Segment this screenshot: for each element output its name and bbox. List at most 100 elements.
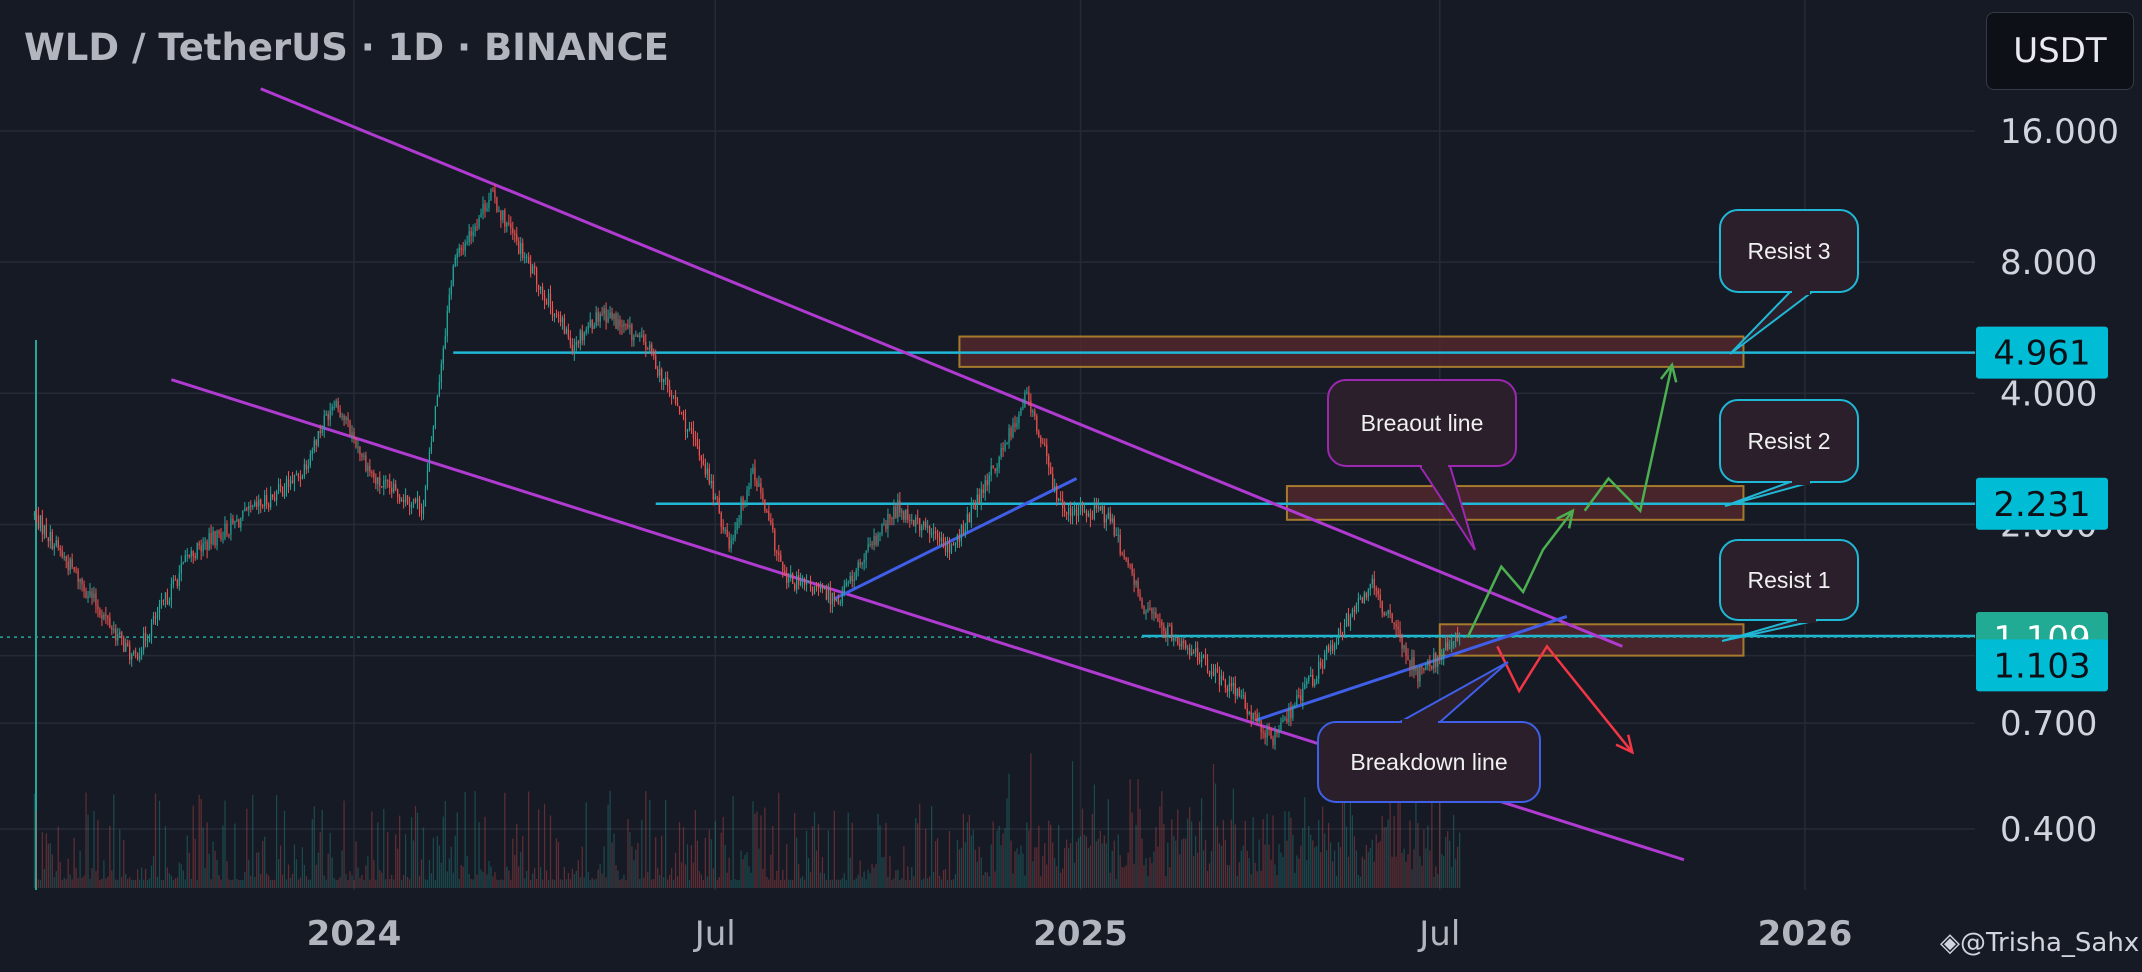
candle-body bbox=[250, 505, 252, 507]
candle-body bbox=[927, 526, 929, 528]
candle-body bbox=[1079, 504, 1082, 508]
candle-body bbox=[946, 541, 949, 553]
candle-body bbox=[714, 496, 716, 500]
candle-body bbox=[974, 503, 976, 510]
candle-body bbox=[395, 483, 397, 490]
volume-bar bbox=[37, 879, 40, 888]
volume-bar bbox=[1000, 845, 1002, 888]
volume-bar bbox=[83, 875, 85, 888]
volume-bar bbox=[1079, 836, 1082, 888]
volume-bar bbox=[901, 878, 903, 888]
volume-bar bbox=[1218, 843, 1221, 888]
candle-body bbox=[1306, 680, 1308, 685]
candle-body bbox=[1355, 604, 1358, 612]
candle-body bbox=[264, 495, 266, 507]
candle-body bbox=[833, 592, 835, 602]
volume-bar bbox=[668, 874, 671, 888]
candle-body bbox=[722, 526, 724, 530]
volume-bar bbox=[647, 871, 649, 888]
candle-body bbox=[454, 257, 456, 267]
volume-bar bbox=[297, 879, 300, 888]
volume-bar bbox=[956, 839, 959, 888]
volume-bars bbox=[33, 753, 1461, 888]
volume-bar bbox=[1353, 836, 1356, 888]
volume-bar bbox=[295, 859, 298, 888]
support-trendline bbox=[833, 477, 1078, 601]
candle-body bbox=[929, 526, 931, 535]
volume-bar bbox=[1383, 827, 1385, 888]
candle-body bbox=[1377, 590, 1379, 595]
volume-bar bbox=[1425, 848, 1427, 888]
candle-body bbox=[262, 505, 264, 507]
volume-bar bbox=[577, 860, 579, 888]
volume-bar bbox=[117, 879, 119, 888]
candle-body bbox=[680, 411, 683, 413]
candle-body bbox=[526, 256, 528, 258]
candle-body bbox=[829, 588, 832, 605]
volume-bar bbox=[1121, 867, 1123, 888]
candle-body bbox=[1445, 642, 1447, 651]
candle-body bbox=[565, 328, 568, 334]
volume-bar bbox=[367, 856, 369, 888]
volume-bar bbox=[1159, 806, 1161, 888]
volume-bar bbox=[782, 869, 784, 888]
candle-body bbox=[222, 538, 224, 540]
volume-bar bbox=[1222, 820, 1225, 888]
candle-body bbox=[845, 582, 847, 586]
candle-body bbox=[357, 446, 359, 448]
candle-body bbox=[1274, 731, 1276, 745]
candle-body bbox=[1302, 688, 1304, 701]
candle-body bbox=[1423, 668, 1425, 670]
candle-body bbox=[1155, 612, 1157, 619]
candle-body bbox=[192, 550, 194, 557]
volume-bar bbox=[686, 844, 689, 888]
candle-body bbox=[1397, 626, 1399, 630]
candle-body bbox=[1006, 443, 1008, 445]
candle-body bbox=[972, 503, 974, 505]
volume-bar bbox=[327, 853, 329, 888]
candle-body bbox=[940, 537, 943, 542]
candle-body bbox=[978, 494, 980, 503]
volume-bar bbox=[857, 874, 859, 888]
volume-bar bbox=[1250, 874, 1252, 888]
y-tick-label: 16.000 bbox=[2000, 112, 2119, 152]
volume-bar bbox=[75, 868, 77, 888]
volume-bar bbox=[148, 878, 151, 888]
candle-body bbox=[488, 200, 490, 208]
volume-bar bbox=[720, 832, 722, 888]
candle-body bbox=[1393, 622, 1395, 625]
candle-body bbox=[605, 308, 607, 323]
candle-body bbox=[732, 537, 734, 540]
candle-body bbox=[158, 604, 161, 613]
candle-body bbox=[313, 440, 315, 451]
candle-body bbox=[625, 323, 627, 325]
candle-body bbox=[1198, 659, 1201, 662]
candle-body bbox=[534, 265, 536, 269]
volume-bar bbox=[428, 860, 431, 888]
volume-bar bbox=[1099, 830, 1101, 888]
y-tick-label: 4.000 bbox=[2000, 374, 2097, 414]
currency-button[interactable]: USDT bbox=[1986, 12, 2134, 90]
volume-bar bbox=[539, 867, 542, 888]
candle-body bbox=[1425, 666, 1427, 670]
candle-body bbox=[557, 314, 560, 316]
volume-bar bbox=[1421, 865, 1423, 888]
volume-bar bbox=[799, 878, 802, 888]
candle-body bbox=[1085, 511, 1088, 517]
candle-body bbox=[1195, 647, 1197, 653]
candle-body bbox=[442, 348, 444, 364]
candle-body bbox=[1278, 729, 1280, 734]
volume-bar bbox=[460, 864, 462, 888]
volume-bar bbox=[543, 803, 546, 888]
candle-body bbox=[849, 576, 851, 583]
volume-bar bbox=[1081, 808, 1084, 888]
volume-bar bbox=[39, 879, 41, 888]
candle-body bbox=[69, 559, 71, 571]
candle-body bbox=[1032, 411, 1034, 413]
candle-body bbox=[649, 344, 651, 350]
candle-body bbox=[420, 510, 423, 514]
volume-bar bbox=[470, 879, 472, 888]
volume-bar bbox=[1405, 861, 1407, 888]
